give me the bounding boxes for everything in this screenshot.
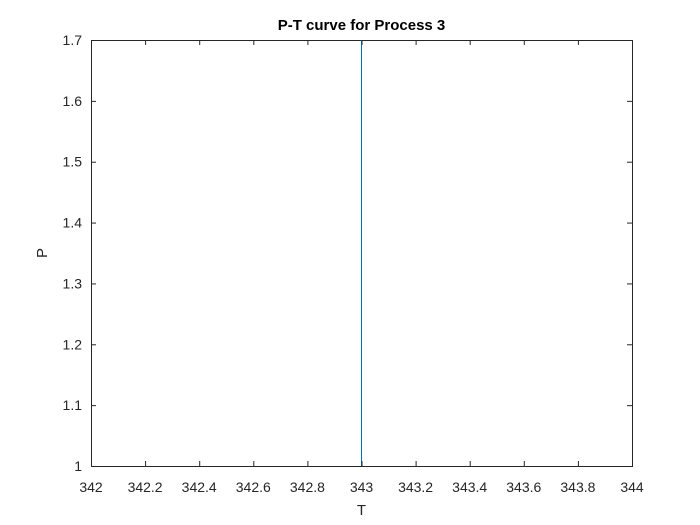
x-tick-label: 342.8 xyxy=(290,479,325,495)
chart-title: P-T curve for Process 3 xyxy=(278,17,446,34)
x-tick-label: 343.4 xyxy=(452,479,487,495)
y-tick-label: 1.4 xyxy=(63,215,83,231)
y-axis-label: P xyxy=(34,248,51,258)
x-axis-label: T xyxy=(357,502,366,519)
y-tick-label: 1.5 xyxy=(63,154,83,170)
x-tick-label: 342.6 xyxy=(236,479,271,495)
y-tick-label: 1.1 xyxy=(63,397,83,413)
x-tick-label: 343 xyxy=(350,479,374,495)
y-tick-label: 1.6 xyxy=(63,93,83,109)
x-tick-label: 343.2 xyxy=(398,479,433,495)
y-tick-label: 1 xyxy=(74,458,82,474)
y-tick-label: 1.3 xyxy=(63,275,83,291)
x-axis-ticks: 342 342.2 342.4 342.6 342.8 343 343.2 343.4 343.… xyxy=(79,40,644,495)
x-tick-label: 344 xyxy=(620,479,644,495)
plot-area: 342 342.2 342.4 342.6 342.8 343 343.2 343.4 343.… xyxy=(63,32,644,495)
x-tick-label: 342.4 xyxy=(182,479,217,495)
y-tick-label: 1.2 xyxy=(63,336,83,352)
x-tick-label: 343.6 xyxy=(506,479,541,495)
y-axis-ticks: 1 1.1 1.2 1.3 1.4 1.5 1.6 1.7 xyxy=(63,32,632,474)
y-tick-label: 1.7 xyxy=(63,32,83,48)
x-tick-label: 343.8 xyxy=(560,479,595,495)
x-tick-label: 342 xyxy=(79,479,103,495)
x-tick-label: 342.2 xyxy=(128,479,163,495)
